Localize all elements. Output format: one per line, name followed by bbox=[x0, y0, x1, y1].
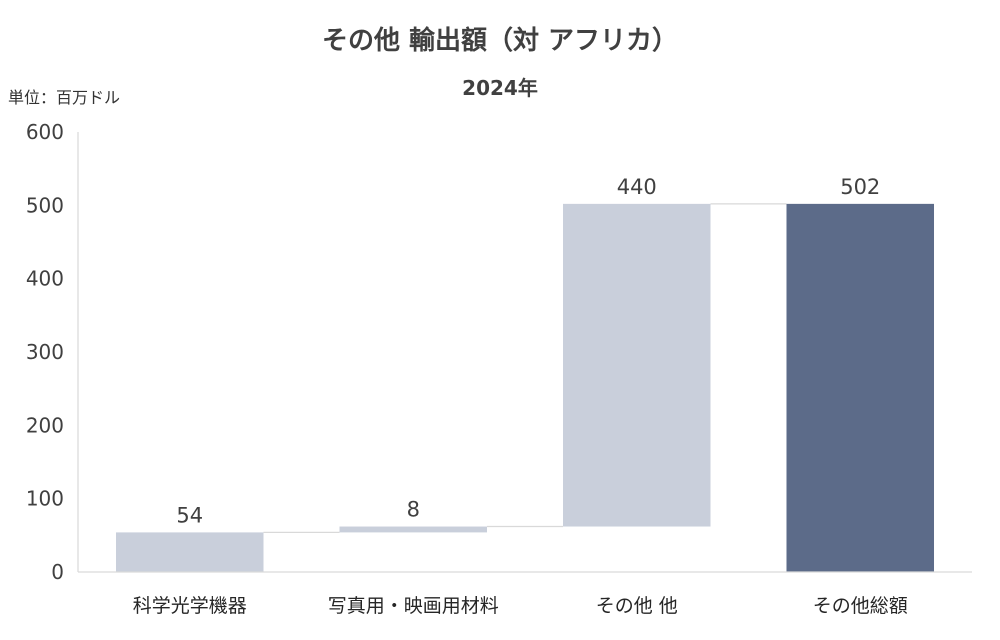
data-label: 54 bbox=[176, 503, 203, 527]
y-tick-label: 600 bbox=[26, 120, 64, 144]
y-tick-label: 300 bbox=[26, 340, 64, 364]
chart-title: その他 輸出額（対 アフリカ） bbox=[321, 26, 679, 56]
y-tick-label: 200 bbox=[26, 413, 64, 437]
data-labels: 54 8 440 502 bbox=[176, 175, 880, 528]
data-label: 8 bbox=[407, 498, 420, 522]
x-axis-category-labels: 科学光学機器 写真用・映画用材料 その他 他 その他総額 bbox=[133, 595, 908, 617]
bar-4 bbox=[786, 203, 935, 572]
bar-3 bbox=[562, 203, 711, 527]
bar-2 bbox=[339, 526, 488, 533]
unit-label: 単位：百万ドル bbox=[8, 88, 121, 107]
chart-subtitle: 2024年 bbox=[462, 76, 538, 100]
data-label: 502 bbox=[840, 175, 880, 199]
bars bbox=[115, 203, 935, 572]
data-label: 440 bbox=[617, 175, 657, 199]
category-label: 科学光学機器 bbox=[133, 595, 247, 617]
category-label: その他総額 bbox=[813, 595, 908, 617]
category-label: 写真用・映画用材料 bbox=[328, 595, 499, 617]
y-tick-label: 0 bbox=[51, 560, 64, 584]
connector-lines bbox=[263, 203, 787, 534]
y-tick-label: 400 bbox=[26, 267, 64, 291]
y-tick-label: 500 bbox=[26, 193, 64, 217]
bar-1 bbox=[115, 532, 264, 572]
y-tick-label: 100 bbox=[26, 487, 64, 511]
category-label: その他 他 bbox=[596, 595, 678, 617]
y-axis-tick-labels: 0 100 200 300 400 500 600 bbox=[26, 120, 64, 584]
axes bbox=[77, 132, 972, 573]
